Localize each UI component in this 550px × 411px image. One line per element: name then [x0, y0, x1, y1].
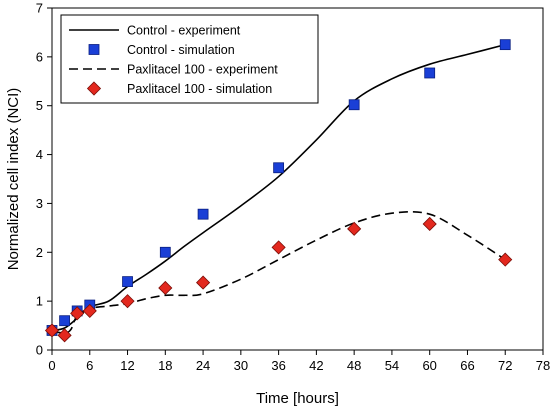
- x-tick-label: 0: [48, 358, 55, 373]
- data-point-control-simulation: [499, 39, 511, 51]
- data-point-control-simulation: [122, 276, 133, 288]
- legend-label-paxlitacel-100-simulation: Paxlitacel 100 - simulation: [127, 82, 272, 96]
- legend-label-paxlitacel-100-experiment: Paxlitacel 100 - experiment: [127, 63, 278, 77]
- data-point-paxlitacel-100-simulation: [120, 294, 135, 309]
- x-tick-label: 48: [347, 358, 361, 373]
- x-tick-label: 78: [536, 358, 550, 373]
- data-point-paxlitacel-100-simulation: [196, 275, 211, 290]
- x-tick-label: 30: [234, 358, 248, 373]
- legend-swatch-paxlitacel-100-simulation: [86, 81, 102, 96]
- data-point-paxlitacel-100-simulation: [70, 306, 85, 321]
- y-tick-label: 1: [36, 294, 43, 309]
- x-tick-label: 42: [309, 358, 323, 373]
- y-tick-label: 7: [36, 1, 43, 16]
- x-tick-label: 60: [422, 358, 436, 373]
- x-axis-title: Time [hours]: [256, 390, 339, 407]
- data-point-paxlitacel-100-simulation: [158, 280, 173, 296]
- y-tick-label: 4: [36, 147, 43, 162]
- data-point-paxlitacel-100-simulation: [57, 328, 72, 343]
- data-point-paxlitacel-100-simulation: [271, 240, 286, 255]
- legend-label-control-simulation: Control - simulation: [127, 43, 235, 57]
- plot-border: [51, 7, 544, 351]
- y-tick-label: 6: [36, 49, 43, 64]
- y-tick-label: 0: [36, 343, 43, 358]
- data-point-paxlitacel-100-simulation: [422, 216, 437, 232]
- legend: Control - experiment Control - simulation…: [60, 14, 319, 104]
- data-point-control-simulation: [159, 246, 171, 258]
- data-point-paxlitacel-100-simulation: [82, 303, 97, 318]
- y-tick-label: 3: [36, 196, 43, 211]
- series-markers: [44, 39, 513, 343]
- x-tick-label: 18: [158, 358, 172, 373]
- data-point-control-simulation: [348, 99, 360, 111]
- data-point-paxlitacel-100-simulation: [498, 252, 513, 267]
- y-tick-label: 5: [36, 98, 43, 113]
- legend-label-control-experiment: Control - experiment: [127, 24, 241, 38]
- data-point-control-simulation: [424, 67, 436, 79]
- data-point-paxlitacel-100-simulation: [347, 221, 362, 236]
- data-point-control-simulation: [273, 162, 285, 174]
- x-tick-label: 24: [196, 358, 210, 373]
- y-tick-label: 2: [36, 245, 43, 260]
- data-point-control-simulation: [197, 208, 209, 220]
- data-point-control-simulation: [59, 315, 70, 327]
- x-tick-label: 12: [120, 358, 134, 373]
- plot-frame: [51, 7, 544, 351]
- y-axis-ticks: 0 1 2 3 4 5 6 7: [36, 1, 52, 358]
- x-tick-label: 6: [86, 358, 93, 373]
- legend-swatch-control-simulation: [88, 44, 100, 55]
- x-tick-label: 36: [271, 358, 285, 373]
- x-tick-label: 66: [460, 358, 474, 373]
- series-line-paxlitacel-100-experiment: [51, 210, 506, 334]
- x-tick-label: 72: [498, 358, 512, 373]
- data-point-paxlitacel-100-simulation: [44, 323, 60, 338]
- x-tick-label: 54: [385, 358, 399, 373]
- y-axis-title: Normalized cell index (NCI): [5, 88, 22, 271]
- x-axis-ticks: 0 6 12 18 24 30 36 42 48 54 60 66 72 78: [48, 350, 550, 373]
